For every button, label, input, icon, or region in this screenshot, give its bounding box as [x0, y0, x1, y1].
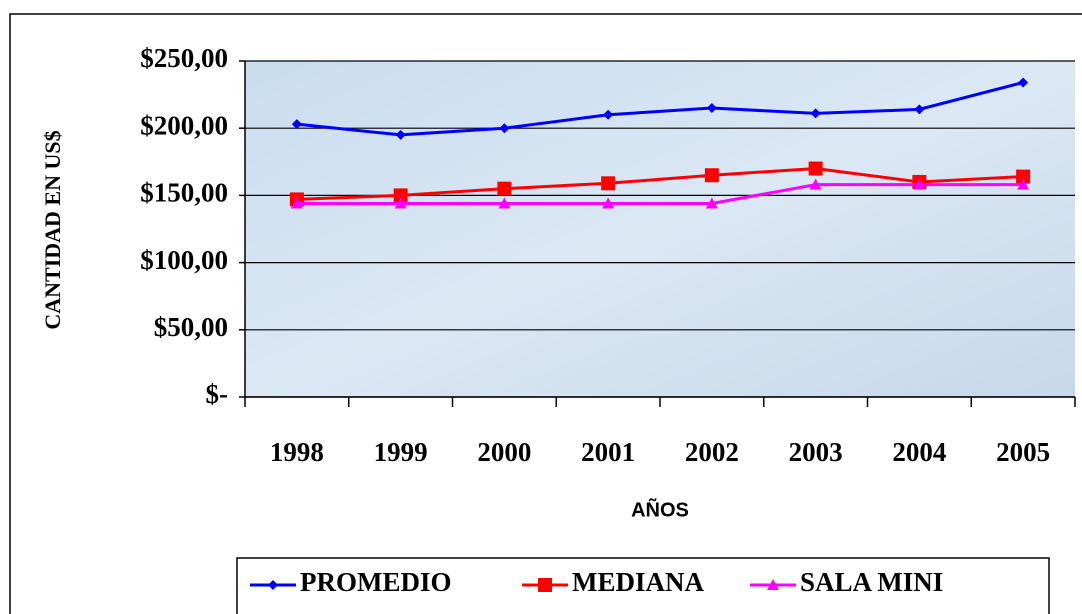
marker: [1018, 77, 1029, 88]
y-tick-label: $50,00: [154, 312, 228, 342]
marker: [538, 578, 552, 592]
marker: [1016, 169, 1031, 184]
marker: [704, 168, 719, 183]
y-tick-label: $100,00: [140, 245, 228, 275]
x-tick-label: 2003: [789, 437, 843, 467]
marker: [705, 197, 718, 209]
marker: [268, 580, 278, 590]
marker: [913, 178, 926, 190]
legend-box: [236, 557, 1050, 614]
marker: [810, 108, 821, 119]
y-tick-label: $200,00: [140, 110, 228, 140]
chart-frame: [9, 13, 1082, 614]
y-tick-label: $250,00: [140, 43, 228, 73]
x-tick-label: 2002: [685, 437, 739, 467]
marker: [914, 104, 925, 115]
x-tick-label: 2000: [477, 437, 531, 467]
series-line: [296, 167, 1024, 201]
marker: [393, 188, 408, 203]
marker: [809, 178, 822, 190]
marker: [395, 129, 406, 140]
plot-area: [245, 61, 1075, 397]
marker: [497, 181, 512, 196]
legend-label: PROMEDIO: [300, 567, 452, 597]
x-tick-label: 2001: [581, 437, 635, 467]
x-axis-title: AÑOS: [631, 498, 689, 521]
marker: [394, 197, 407, 209]
marker: [602, 197, 615, 209]
marker: [291, 119, 302, 130]
marker: [767, 579, 779, 590]
x-tick-label: 2004: [892, 437, 946, 467]
y-axis-title: CANTIDAD EN US$: [40, 130, 65, 329]
marker: [601, 176, 616, 191]
marker: [706, 103, 717, 114]
legend-label: SALA MINI: [800, 567, 943, 597]
x-tick-label: 1999: [374, 437, 428, 467]
marker: [498, 197, 511, 209]
marker: [499, 123, 510, 134]
marker: [290, 197, 303, 209]
marker: [808, 161, 823, 176]
series-line: [296, 183, 1024, 205]
series-line: [296, 81, 1024, 137]
marker: [603, 109, 614, 120]
y-tick-label: $150,00: [140, 178, 228, 208]
marker: [1017, 178, 1030, 190]
y-tick-label: $-: [206, 379, 229, 409]
legend-label: MEDIANA: [572, 567, 704, 597]
x-tick-label: 1998: [270, 437, 324, 467]
x-tick-label: 2005: [996, 437, 1050, 467]
